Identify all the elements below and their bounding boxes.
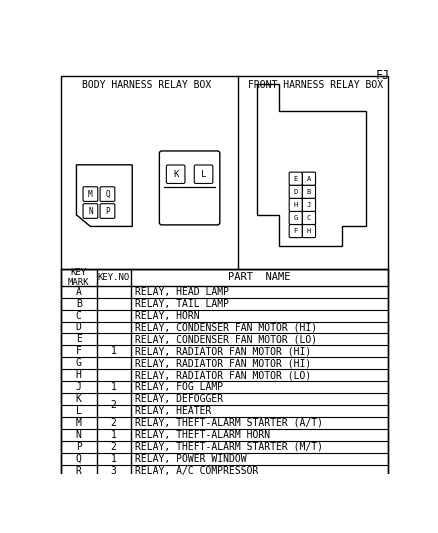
Text: D: D	[76, 322, 82, 333]
Text: B: B	[307, 189, 311, 195]
Text: PART  NAME: PART NAME	[228, 272, 290, 282]
Text: B: B	[76, 298, 82, 309]
Text: C: C	[76, 311, 82, 320]
FancyBboxPatch shape	[83, 204, 98, 219]
Text: N: N	[88, 206, 93, 215]
FancyBboxPatch shape	[194, 165, 213, 183]
FancyBboxPatch shape	[289, 212, 302, 224]
Text: M: M	[88, 190, 93, 199]
Text: P: P	[76, 442, 82, 452]
Text: E: E	[293, 176, 298, 182]
Text: J: J	[307, 202, 311, 208]
Text: RELAY, RADIATOR FAN MOTOR (HI): RELAY, RADIATOR FAN MOTOR (HI)	[134, 346, 311, 357]
Text: RELAY, THEFT-ALARM HORN: RELAY, THEFT-ALARM HORN	[134, 430, 270, 440]
Text: RELAY, FOG LAMP: RELAY, FOG LAMP	[134, 382, 223, 392]
Text: FJ: FJ	[375, 69, 389, 83]
FancyBboxPatch shape	[159, 151, 220, 225]
Text: C: C	[307, 215, 311, 221]
Text: KEY.NO: KEY.NO	[98, 273, 130, 282]
FancyBboxPatch shape	[100, 187, 115, 201]
Text: H: H	[293, 202, 298, 208]
Text: 2: 2	[111, 400, 117, 410]
FancyBboxPatch shape	[289, 185, 302, 198]
Text: 1: 1	[111, 454, 117, 464]
Text: J: J	[76, 382, 82, 392]
Text: G: G	[76, 358, 82, 368]
Text: 2: 2	[111, 418, 117, 428]
Text: H: H	[76, 370, 82, 380]
Text: 1: 1	[111, 346, 117, 357]
Text: 3: 3	[111, 466, 117, 476]
Text: M: M	[76, 418, 82, 428]
FancyBboxPatch shape	[289, 224, 302, 238]
Text: L: L	[201, 169, 206, 179]
FancyBboxPatch shape	[166, 165, 185, 183]
Text: P: P	[105, 206, 110, 215]
Text: RELAY, RADIATOR FAN MOTOR (LO): RELAY, RADIATOR FAN MOTOR (LO)	[134, 370, 311, 380]
Text: H: H	[307, 228, 311, 234]
FancyBboxPatch shape	[302, 212, 315, 224]
FancyBboxPatch shape	[289, 172, 302, 185]
FancyBboxPatch shape	[302, 224, 315, 238]
FancyBboxPatch shape	[289, 198, 302, 212]
Text: F: F	[293, 228, 298, 234]
Text: RELAY, TAIL LAMP: RELAY, TAIL LAMP	[134, 298, 229, 309]
Text: KEY
MARK: KEY MARK	[68, 268, 89, 287]
Text: Q: Q	[76, 454, 82, 464]
Bar	[61, 76, 388, 269]
Text: 2: 2	[111, 442, 117, 452]
Text: 1: 1	[111, 430, 117, 440]
Text: A: A	[76, 287, 82, 297]
Text: E: E	[76, 334, 82, 344]
Text: RELAY, HORN: RELAY, HORN	[134, 311, 199, 320]
Text: RELAY, DEFOGGER: RELAY, DEFOGGER	[134, 394, 223, 404]
Text: Q: Q	[105, 190, 110, 199]
Text: L: L	[76, 406, 82, 416]
Text: RELAY, RADIATOR FAN MOTOR (HI): RELAY, RADIATOR FAN MOTOR (HI)	[134, 358, 311, 368]
Text: RELAY, HEATER: RELAY, HEATER	[134, 406, 211, 416]
Text: R: R	[76, 466, 82, 476]
Text: RELAY, CONDENSER FAN MOTOR (LO): RELAY, CONDENSER FAN MOTOR (LO)	[134, 334, 317, 344]
Text: D: D	[293, 189, 298, 195]
Text: RELAY, THEFT-ALARM STARTER (A/T): RELAY, THEFT-ALARM STARTER (A/T)	[134, 418, 322, 428]
Text: K: K	[173, 169, 178, 179]
FancyBboxPatch shape	[302, 198, 315, 212]
Text: BODY HARNESS RELAY BOX: BODY HARNESS RELAY BOX	[81, 80, 211, 90]
Text: 1: 1	[111, 382, 117, 392]
Text: A: A	[307, 176, 311, 182]
Bar	[61, 269, 388, 477]
Text: RELAY, HEAD LAMP: RELAY, HEAD LAMP	[134, 287, 229, 297]
Text: RELAY, THEFT-ALARM STARTER (M/T): RELAY, THEFT-ALARM STARTER (M/T)	[134, 442, 322, 452]
Text: FRONT HARNESS RELAY BOX: FRONT HARNESS RELAY BOX	[247, 80, 383, 90]
FancyBboxPatch shape	[302, 185, 315, 198]
Text: RELAY, A/C COMPRESSOR: RELAY, A/C COMPRESSOR	[134, 466, 258, 476]
Text: F: F	[76, 346, 82, 357]
FancyBboxPatch shape	[100, 204, 115, 219]
FancyBboxPatch shape	[83, 187, 98, 201]
Text: RELAY, CONDENSER FAN MOTOR (HI): RELAY, CONDENSER FAN MOTOR (HI)	[134, 322, 317, 333]
Text: N: N	[76, 430, 82, 440]
Text: G: G	[293, 215, 298, 221]
FancyBboxPatch shape	[302, 172, 315, 185]
Text: K: K	[76, 394, 82, 404]
Text: RELAY, POWER WINDOW: RELAY, POWER WINDOW	[134, 454, 246, 464]
